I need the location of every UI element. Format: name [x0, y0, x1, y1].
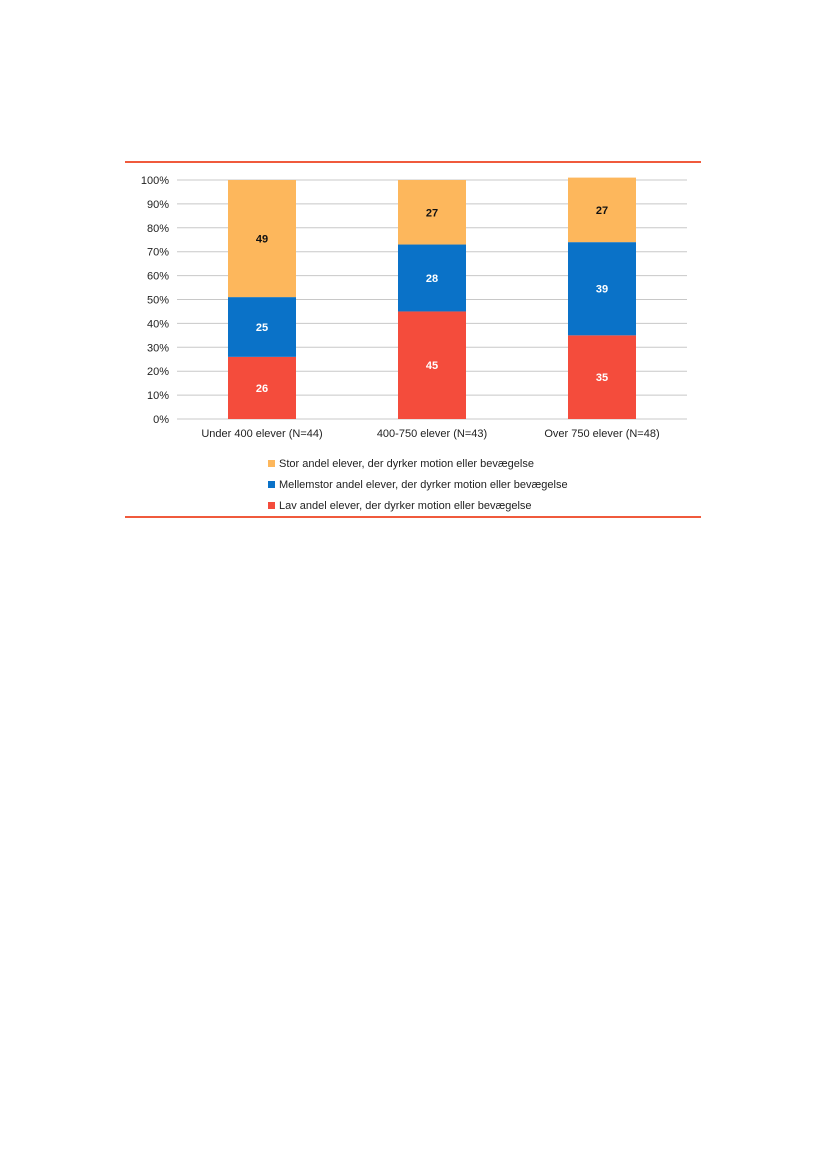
- data-label: 28: [426, 273, 438, 285]
- y-tick-label: 10%: [147, 390, 169, 402]
- category-label: Under 400 elever (N=44): [201, 428, 322, 440]
- legend-item: Stor andel elever, der dyrker motion ell…: [268, 453, 568, 474]
- y-tick-label: 100%: [141, 175, 169, 187]
- legend-item: Mellemstor andel elever, der dyrker moti…: [268, 474, 568, 495]
- x-axis-categories: Under 400 elever (N=44) 400-750 elever (N…: [201, 428, 659, 440]
- data-labels: 26 25 49 45 28 27 35 39 27: [256, 205, 608, 395]
- legend-swatch: [268, 460, 275, 467]
- y-tick-label: 0%: [153, 414, 169, 426]
- bar-segment: [228, 180, 296, 298]
- bar-segment: [568, 335, 636, 419]
- y-tick-label: 30%: [147, 342, 169, 354]
- legend-swatch: [268, 481, 275, 488]
- data-label: 27: [426, 207, 438, 219]
- bar-segment: [568, 177, 636, 243]
- data-label: 49: [256, 234, 268, 246]
- category-label: 400-750 elever (N=43): [377, 428, 487, 440]
- y-tick-label: 50%: [147, 295, 169, 307]
- legend-swatch: [268, 502, 275, 509]
- category-label: Over 750 elever (N=48): [544, 428, 659, 440]
- bar-segment: [568, 242, 636, 336]
- top-rule: [125, 161, 701, 163]
- data-label: 39: [596, 284, 608, 296]
- bottom-rule: [125, 516, 701, 518]
- y-tick-label: 70%: [147, 247, 169, 259]
- legend-label: Stor andel elever, der dyrker motion ell…: [279, 457, 534, 470]
- chart-legend: Stor andel elever, der dyrker motion ell…: [268, 453, 568, 516]
- bars: [228, 177, 636, 419]
- y-tick-label: 20%: [147, 366, 169, 378]
- bar-segment: [228, 356, 296, 419]
- y-tick-label: 80%: [147, 223, 169, 235]
- bar-segment: [398, 311, 466, 419]
- y-tick-label: 90%: [147, 199, 169, 211]
- data-label: 26: [256, 383, 268, 395]
- legend-label: Lav andel elever, der dyrker motion elle…: [279, 499, 532, 512]
- bar-segment: [398, 244, 466, 312]
- legend-label: Mellemstor andel elever, der dyrker moti…: [279, 478, 568, 491]
- data-label: 25: [256, 322, 268, 334]
- legend-item: Lav andel elever, der dyrker motion elle…: [268, 495, 568, 516]
- y-tick-label: 60%: [147, 271, 169, 283]
- data-label: 45: [426, 360, 438, 372]
- data-label: 35: [596, 372, 608, 384]
- bar-segment: [228, 297, 296, 357]
- y-tick-label: 40%: [147, 318, 169, 330]
- bar-segment: [398, 180, 466, 245]
- stacked-bar-chart: 0% 10% 20% 30% 40% 50% 60% 70% 80% 90% 100% 26 25 49…: [141, 175, 687, 440]
- data-label: 27: [596, 205, 608, 217]
- y-axis-ticks: 0% 10% 20% 30% 40% 50% 60% 70% 80% 90% 100%: [141, 175, 169, 426]
